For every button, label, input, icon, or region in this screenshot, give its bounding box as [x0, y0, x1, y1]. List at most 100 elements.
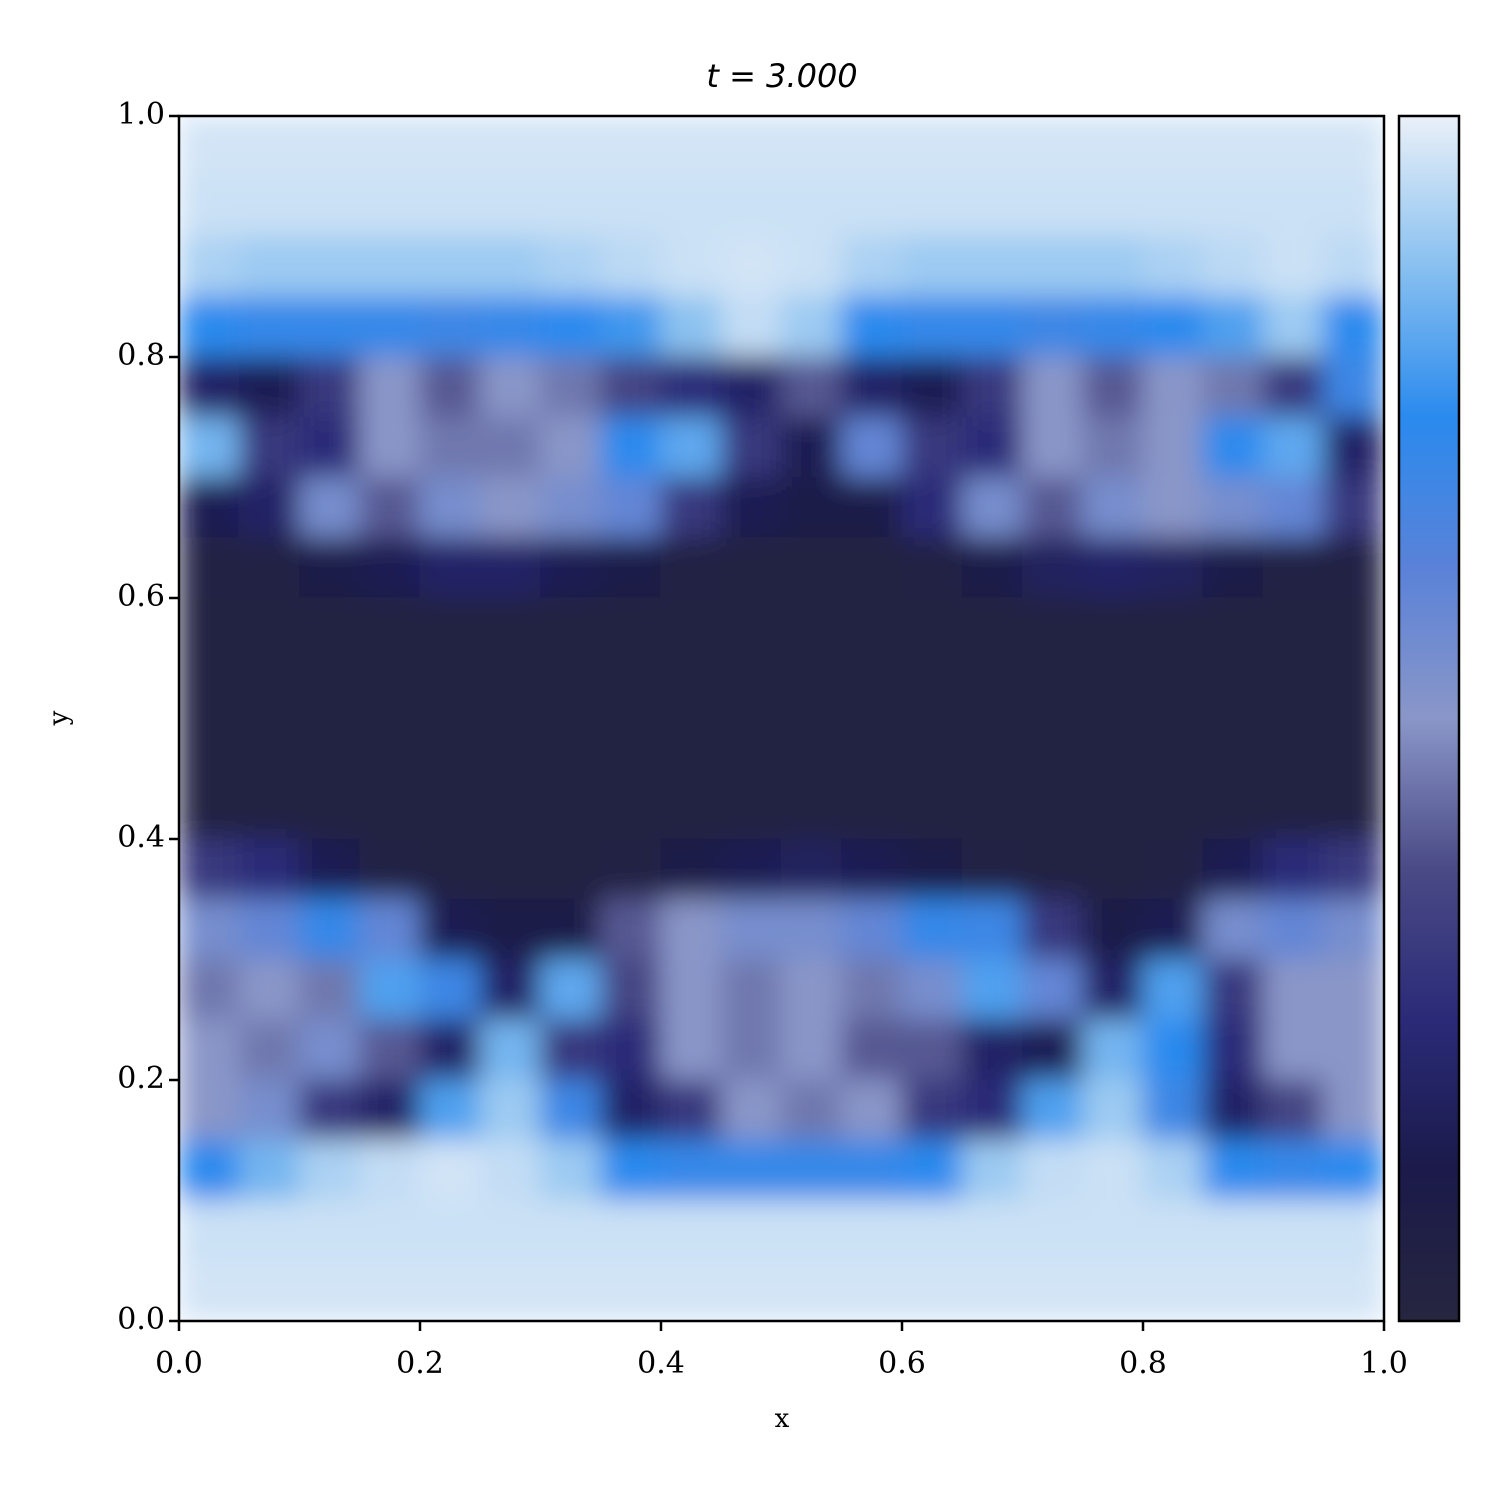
- heat-cell: [1202, 959, 1264, 1021]
- heat-cell: [1202, 477, 1264, 539]
- heat-cell: [540, 116, 602, 177]
- heat-cell: [1022, 1200, 1084, 1262]
- heat-cell: [1022, 597, 1084, 659]
- heat-cell: [1202, 597, 1264, 659]
- heat-cell: [841, 1019, 903, 1081]
- heat-cell: [781, 1019, 843, 1081]
- heat-cell: [479, 1139, 541, 1201]
- heat-cell: [901, 175, 963, 237]
- heat-cell: [238, 236, 300, 298]
- heat-cell: [479, 116, 541, 177]
- heat-cell: [841, 356, 903, 418]
- heat-cell: [660, 175, 722, 237]
- heat-cell: [781, 236, 843, 298]
- heat-cell: [419, 778, 481, 840]
- heat-cell: [299, 597, 361, 659]
- heat-cell: [1142, 1139, 1204, 1201]
- heat-cell: [238, 175, 300, 237]
- heat-cell: [961, 296, 1023, 358]
- heat-cell: [660, 1200, 722, 1262]
- heat-cell: [781, 597, 843, 659]
- heat-cell: [299, 1139, 361, 1201]
- y-tick-label: 0.4: [117, 820, 165, 855]
- heat-cell: [841, 1139, 903, 1201]
- heat-cell: [660, 898, 722, 960]
- heat-cell: [299, 898, 361, 960]
- heat-cell: [901, 1200, 963, 1262]
- y-tick-label: 1.0: [117, 97, 165, 132]
- heat-cell: [901, 416, 963, 478]
- heat-cell: [479, 657, 541, 719]
- heat-cell: [540, 838, 602, 900]
- heat-cell: [479, 175, 541, 237]
- heat-cell: [600, 778, 662, 840]
- heat-cell: [1082, 1019, 1144, 1081]
- heat-cell: [1082, 477, 1144, 539]
- heat-cell: [1142, 175, 1204, 237]
- heat-cell: [179, 477, 240, 539]
- heat-cell: [841, 236, 903, 298]
- heat-cell: [1082, 356, 1144, 418]
- heat-cell: [1323, 657, 1384, 719]
- heat-cell: [359, 959, 421, 1021]
- heat-cell: [1202, 778, 1264, 840]
- heat-cell: [901, 116, 963, 177]
- heat-cell: [1022, 1260, 1084, 1321]
- heat-cell: [1202, 116, 1264, 177]
- heat-cell: [961, 1079, 1023, 1141]
- y-axis-label: y: [44, 710, 74, 726]
- heat-cell: [359, 477, 421, 539]
- heat-cell: [781, 416, 843, 478]
- heat-cell: [1022, 1019, 1084, 1081]
- x-tick-label: 0.4: [637, 1346, 685, 1381]
- heat-cell: [1082, 597, 1144, 659]
- heat-cell: [238, 657, 300, 719]
- heat-cell: [540, 1139, 602, 1201]
- heat-cell: [841, 1079, 903, 1141]
- heat-cell: [1263, 1200, 1325, 1262]
- heat-cell: [1142, 1019, 1204, 1081]
- heat-cell: [359, 1260, 421, 1321]
- heat-cell: [600, 898, 662, 960]
- heat-cell: [179, 778, 240, 840]
- heat-cell: [901, 898, 963, 960]
- heat-cell: [1022, 718, 1084, 780]
- heat-cell: [179, 296, 240, 358]
- heat-cell: [1202, 657, 1264, 719]
- heat-cell: [901, 537, 963, 599]
- heat-cell: [359, 1019, 421, 1081]
- heat-cell: [781, 1079, 843, 1141]
- heat-cell: [781, 116, 843, 177]
- heat-cell: [1142, 657, 1204, 719]
- heat-cell: [1263, 898, 1325, 960]
- heat-cell: [1142, 116, 1204, 177]
- heat-cell: [359, 657, 421, 719]
- heat-cell: [901, 718, 963, 780]
- heat-cell: [419, 718, 481, 780]
- heat-cell: [901, 1260, 963, 1321]
- heat-cell: [359, 778, 421, 840]
- heat-cell: [901, 1079, 963, 1141]
- heat-cell: [179, 657, 240, 719]
- y-tick-label: 0.2: [117, 1061, 165, 1096]
- heat-cell: [299, 296, 361, 358]
- heat-cell: [540, 959, 602, 1021]
- heat-cell: [841, 898, 903, 960]
- heat-cell: [961, 416, 1023, 478]
- heat-cell: [1022, 1139, 1084, 1201]
- heat-cell: [660, 1260, 722, 1321]
- heat-cell: [1263, 1019, 1325, 1081]
- heat-cell: [359, 236, 421, 298]
- heat-cell: [1263, 657, 1325, 719]
- heat-cell: [479, 477, 541, 539]
- heat-cell: [238, 1079, 300, 1141]
- heat-cell: [540, 356, 602, 418]
- heat-cell: [299, 116, 361, 177]
- heat-cell: [1082, 116, 1144, 177]
- heat-cell: [600, 1260, 662, 1321]
- heat-cell: [600, 657, 662, 719]
- y-tick-label: 0.6: [117, 579, 165, 614]
- heat-cell: [901, 838, 963, 900]
- heat-cell: [299, 838, 361, 900]
- heat-cell: [419, 116, 481, 177]
